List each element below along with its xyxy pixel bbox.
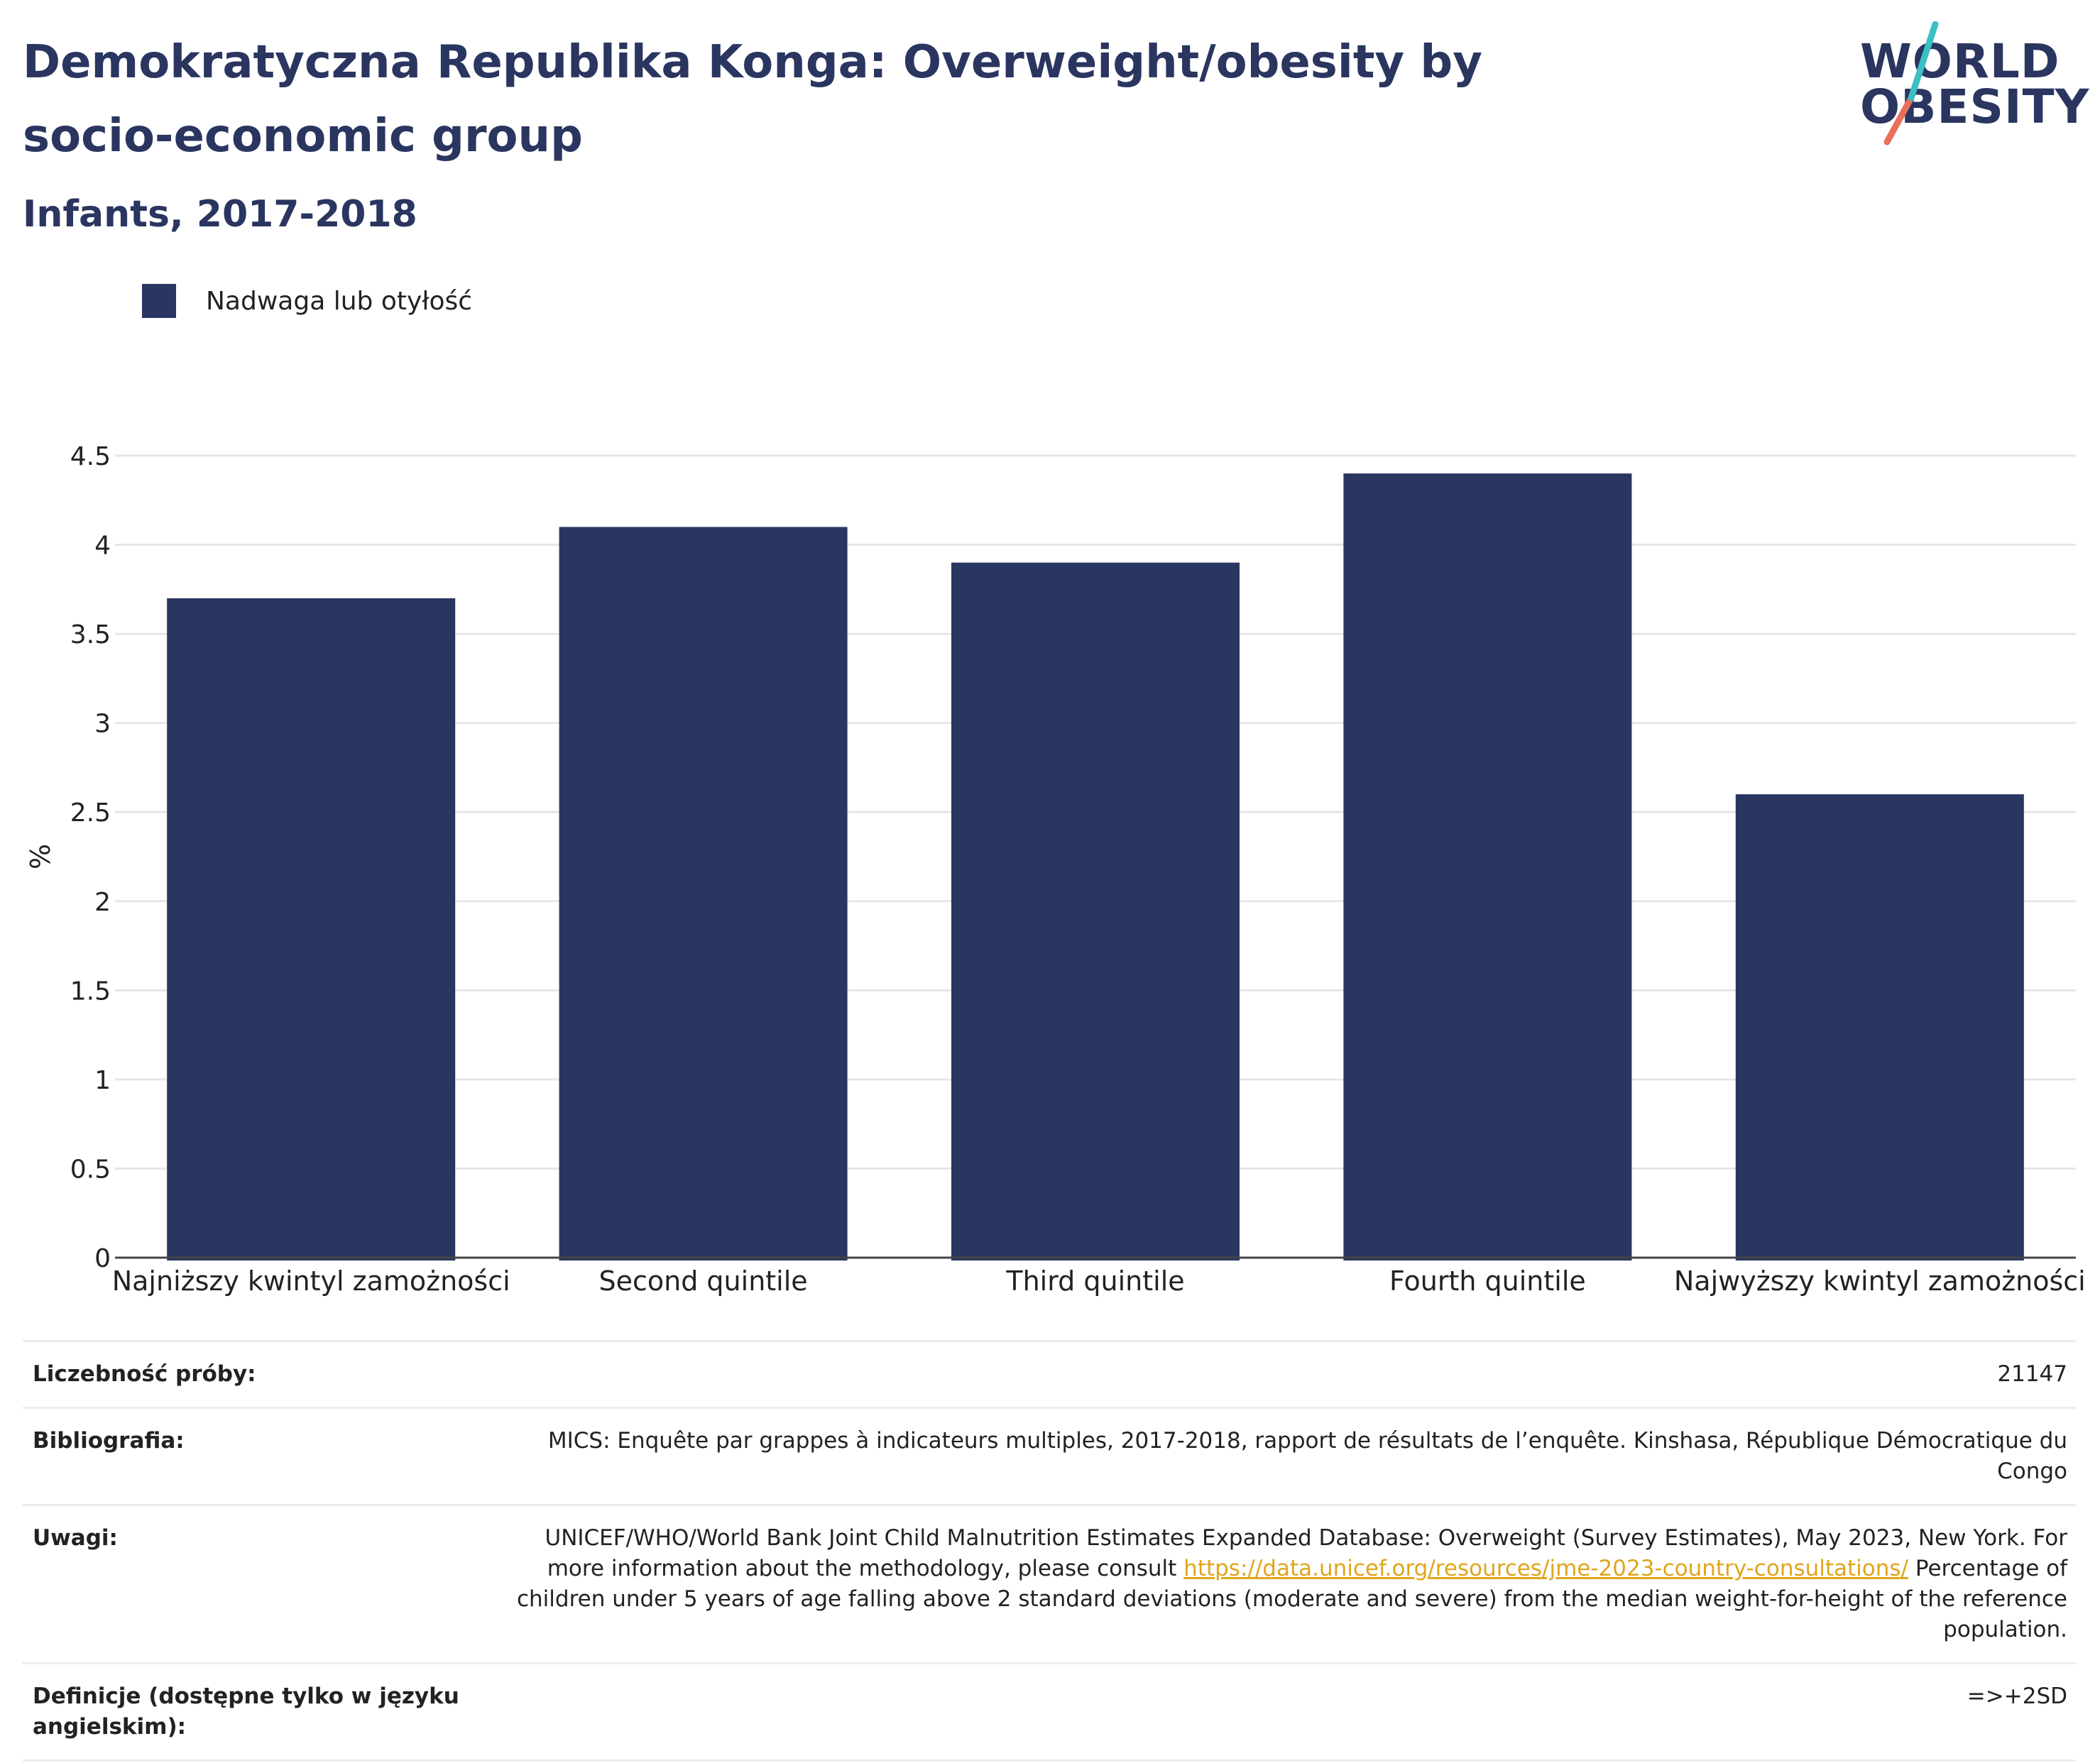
bar[interactable] bbox=[1735, 794, 2024, 1261]
logo-line-1: WORLD bbox=[1860, 34, 2060, 89]
info-row-definitions: Definicje (dostępne tylko w języku angie… bbox=[23, 1662, 2076, 1762]
x-tick-label: Third quintile bbox=[1005, 1265, 1184, 1297]
info-row-sample: Liczebność próby: 21147 bbox=[23, 1340, 2076, 1409]
legend: Nadwaga lub otyłość bbox=[142, 284, 472, 318]
x-tick-label: Fourth quintile bbox=[1389, 1265, 1586, 1297]
legend-swatch bbox=[142, 284, 176, 318]
y-tick-label: 4 bbox=[94, 532, 111, 561]
bar[interactable] bbox=[559, 527, 848, 1261]
notes-value: UNICEF/WHO/World Bank Joint Child Malnut… bbox=[481, 1504, 2076, 1664]
definitions-label: Definicje (dostępne tylko w języku angie… bbox=[23, 1662, 481, 1762]
y-tick-label: 3.5 bbox=[70, 620, 111, 649]
definitions-value: =>+2SD bbox=[481, 1662, 2076, 1762]
notes-text-2: Percentage of children under 5 years of … bbox=[516, 1556, 2067, 1642]
bar[interactable] bbox=[951, 562, 1240, 1261]
world-obesity-logo: WORLD OBESITY bbox=[1846, 21, 2089, 156]
y-tick-label: 4.5 bbox=[70, 442, 111, 471]
x-tick-label: Second quintile bbox=[599, 1265, 808, 1297]
y-tick-label: 0 bbox=[94, 1244, 111, 1273]
bar-chart: 0 0.5 1 1.5 2 2.5 3 3.5 4 4.5% Najniższy kwintyl z… bbox=[25, 442, 2086, 1297]
chart-subtitle: Infants, 2017-2018 bbox=[23, 193, 417, 236]
bibliography-label: Bibliografia: bbox=[23, 1407, 481, 1506]
legend-label: Nadwaga lub otyłość bbox=[206, 286, 473, 316]
bibliography-value: MICS: Enquête par grappes à indicateurs … bbox=[481, 1407, 2076, 1506]
y-tick-label: 1 bbox=[94, 1066, 111, 1095]
bar[interactable] bbox=[167, 598, 456, 1261]
sample-size-value: 21147 bbox=[481, 1340, 2076, 1409]
y-tick-label: 2.5 bbox=[70, 798, 111, 828]
notes-link[interactable]: https://data.unicef.org/resources/jme-20… bbox=[1183, 1556, 1909, 1581]
notes-label: Uwagi: bbox=[23, 1504, 481, 1664]
y-axis-label: % bbox=[25, 844, 56, 869]
y-tick-label: 2 bbox=[94, 888, 111, 917]
y-tick-label: 0.5 bbox=[70, 1155, 111, 1184]
y-tick-label: 1.5 bbox=[70, 977, 111, 1006]
chart-title: Demokratyczna Republika Konga: Overweigh… bbox=[23, 36, 1482, 163]
info-row-bibliography: Bibliografia: MICS: Enquête par grappes … bbox=[23, 1407, 2076, 1506]
y-tick-label: 3 bbox=[94, 710, 111, 739]
notes-text-1: UNICEF/WHO/World Bank Joint Child Malnut… bbox=[545, 1525, 2068, 1581]
info-table: Liczebność próby: 21147 Bibliografia: MI… bbox=[23, 1340, 2076, 1762]
x-tick-label: Najwyższy kwintyl zamożności bbox=[1674, 1265, 2086, 1297]
sample-size-label: Liczebność próby: bbox=[23, 1340, 481, 1409]
info-row-notes: Uwagi: UNICEF/WHO/World Bank Joint Child… bbox=[23, 1504, 2076, 1664]
logo-slash-icon bbox=[1883, 21, 1939, 145]
bar[interactable] bbox=[1343, 473, 1632, 1261]
x-tick-label: Najniższy kwintyl zamożności bbox=[112, 1265, 510, 1297]
